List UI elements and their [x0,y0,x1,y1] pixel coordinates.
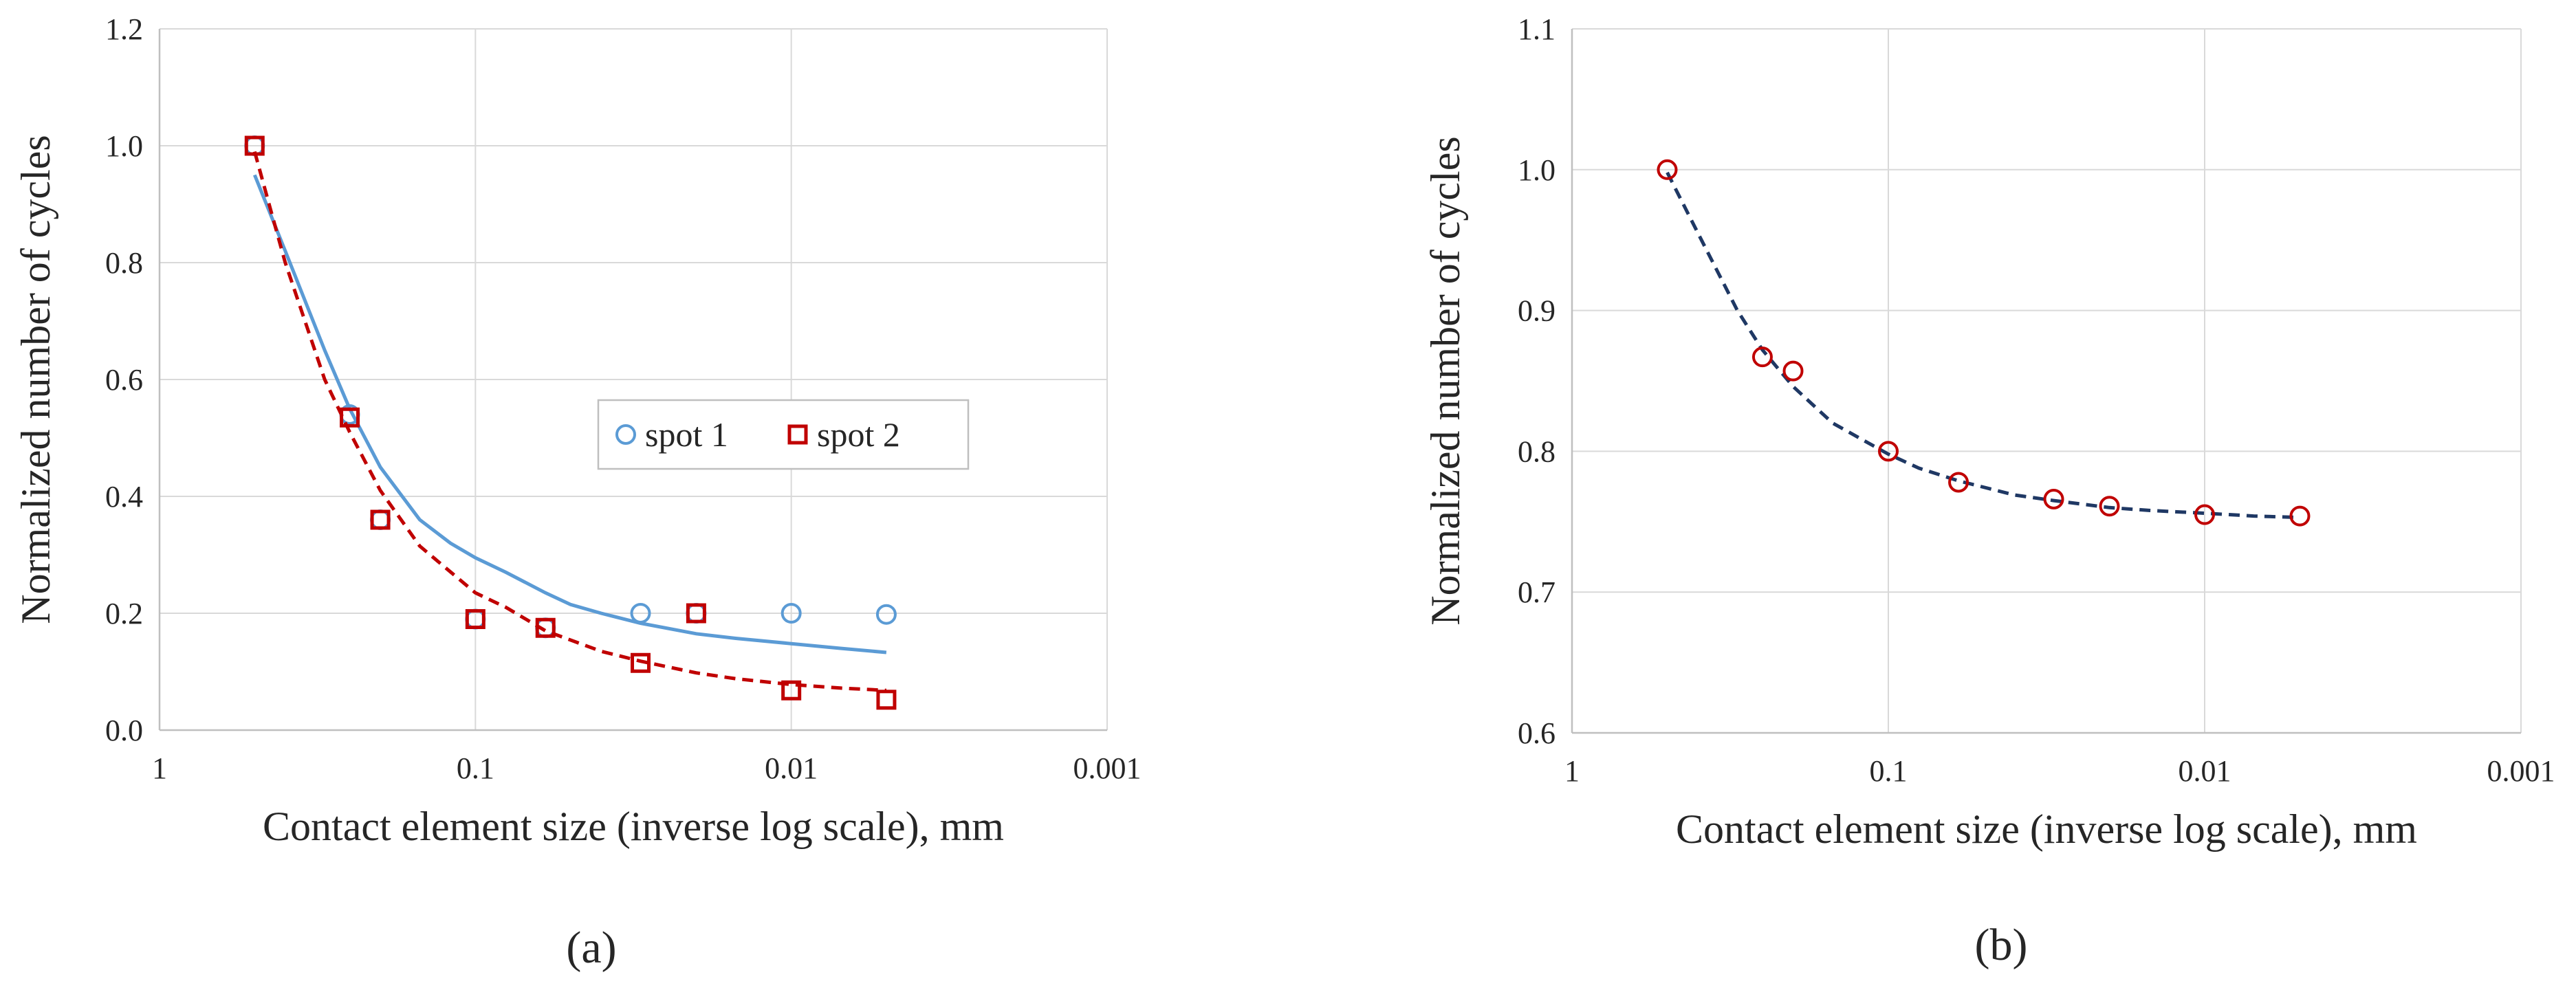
y-tick-label: 0.4 [105,480,143,514]
y-tick-label: 0.6 [1518,716,1556,750]
y-tick-label: 0.6 [105,363,143,397]
legend-box [597,399,970,470]
x-tick-label: 1 [1564,754,1580,788]
chart-a: 0.0 0.2 0.4 0.6 0.8 1.0 1.2 1 0.1 0.01 0.001 Contac… [13,12,1142,973]
y-tick-label: 1.1 [1518,12,1556,46]
y-tick-label: 0.8 [1518,434,1556,468]
data-point [781,680,802,701]
data-point [1657,159,1678,180]
data-point [1751,346,1773,368]
legend: spot 1 spot 2 [597,399,970,470]
trendline-1 [1666,171,2300,520]
y-axis-label: Normalized number of cycles [1423,136,1468,625]
data-point [370,509,391,530]
data-point [630,603,651,624]
gridlines [1572,28,2522,733]
legend-marker [615,424,636,445]
chart-caption: (a) [566,923,616,973]
x-tick-label: 0.01 [765,751,818,785]
trendline-1 [252,174,887,654]
data-point [1948,472,1969,493]
y-tick-label: 0.8 [105,246,143,280]
legend-label: spot 1 [645,415,728,454]
chart-b: 0.6 0.7 0.8 0.9 1.0 1.1 1 0.1 0.01 0.001 Contact e… [1423,12,2555,970]
data-point [1878,441,1899,462]
series-2 [244,135,897,710]
x-tick-label: 0.1 [1870,754,1908,788]
x-tick-label: 0.001 [2487,754,2555,788]
x-tick-label: 1 [152,751,167,785]
y-tick-label: 0.0 [105,714,143,747]
series-1 [1657,159,2311,527]
legend-marker [787,424,808,445]
data-point [465,609,485,629]
legend-label: spot 2 [817,415,900,454]
data-point [1782,360,1804,382]
data-point [2194,504,2215,525]
data-point [2043,489,2064,510]
data-point [686,603,706,624]
y-axis-label: Normalized number of cycles [13,135,58,624]
x-axis-label: Contact element size (inverse log scale)… [263,804,1004,849]
data-point [875,604,897,625]
data-point [2289,505,2311,527]
chart-caption: (b) [1975,920,2028,970]
x-tick-label: 0.1 [457,751,494,785]
data-point [340,407,360,428]
y-tick-label: 1.2 [105,12,143,46]
x-axis-label: Contact element size (inverse log scale)… [1676,806,2417,852]
data-point [631,652,651,673]
gridlines [160,28,1108,730]
y-tick-label: 1.0 [1518,153,1556,187]
x-tick-label: 0.001 [1073,751,1142,785]
y-tick-label: 0.2 [105,597,143,630]
y-tick-label: 1.0 [105,129,143,163]
series-1 [244,135,897,654]
y-tick-label: 0.9 [1518,294,1556,328]
data-point [370,509,391,530]
trendline-2 [252,151,887,692]
data-point [535,617,556,638]
data-point [876,690,897,710]
data-point [2099,496,2120,517]
data-point [781,603,802,624]
y-tick-label: 0.7 [1518,575,1556,609]
x-tick-label: 0.01 [2179,754,2231,788]
data-point [244,135,265,156]
